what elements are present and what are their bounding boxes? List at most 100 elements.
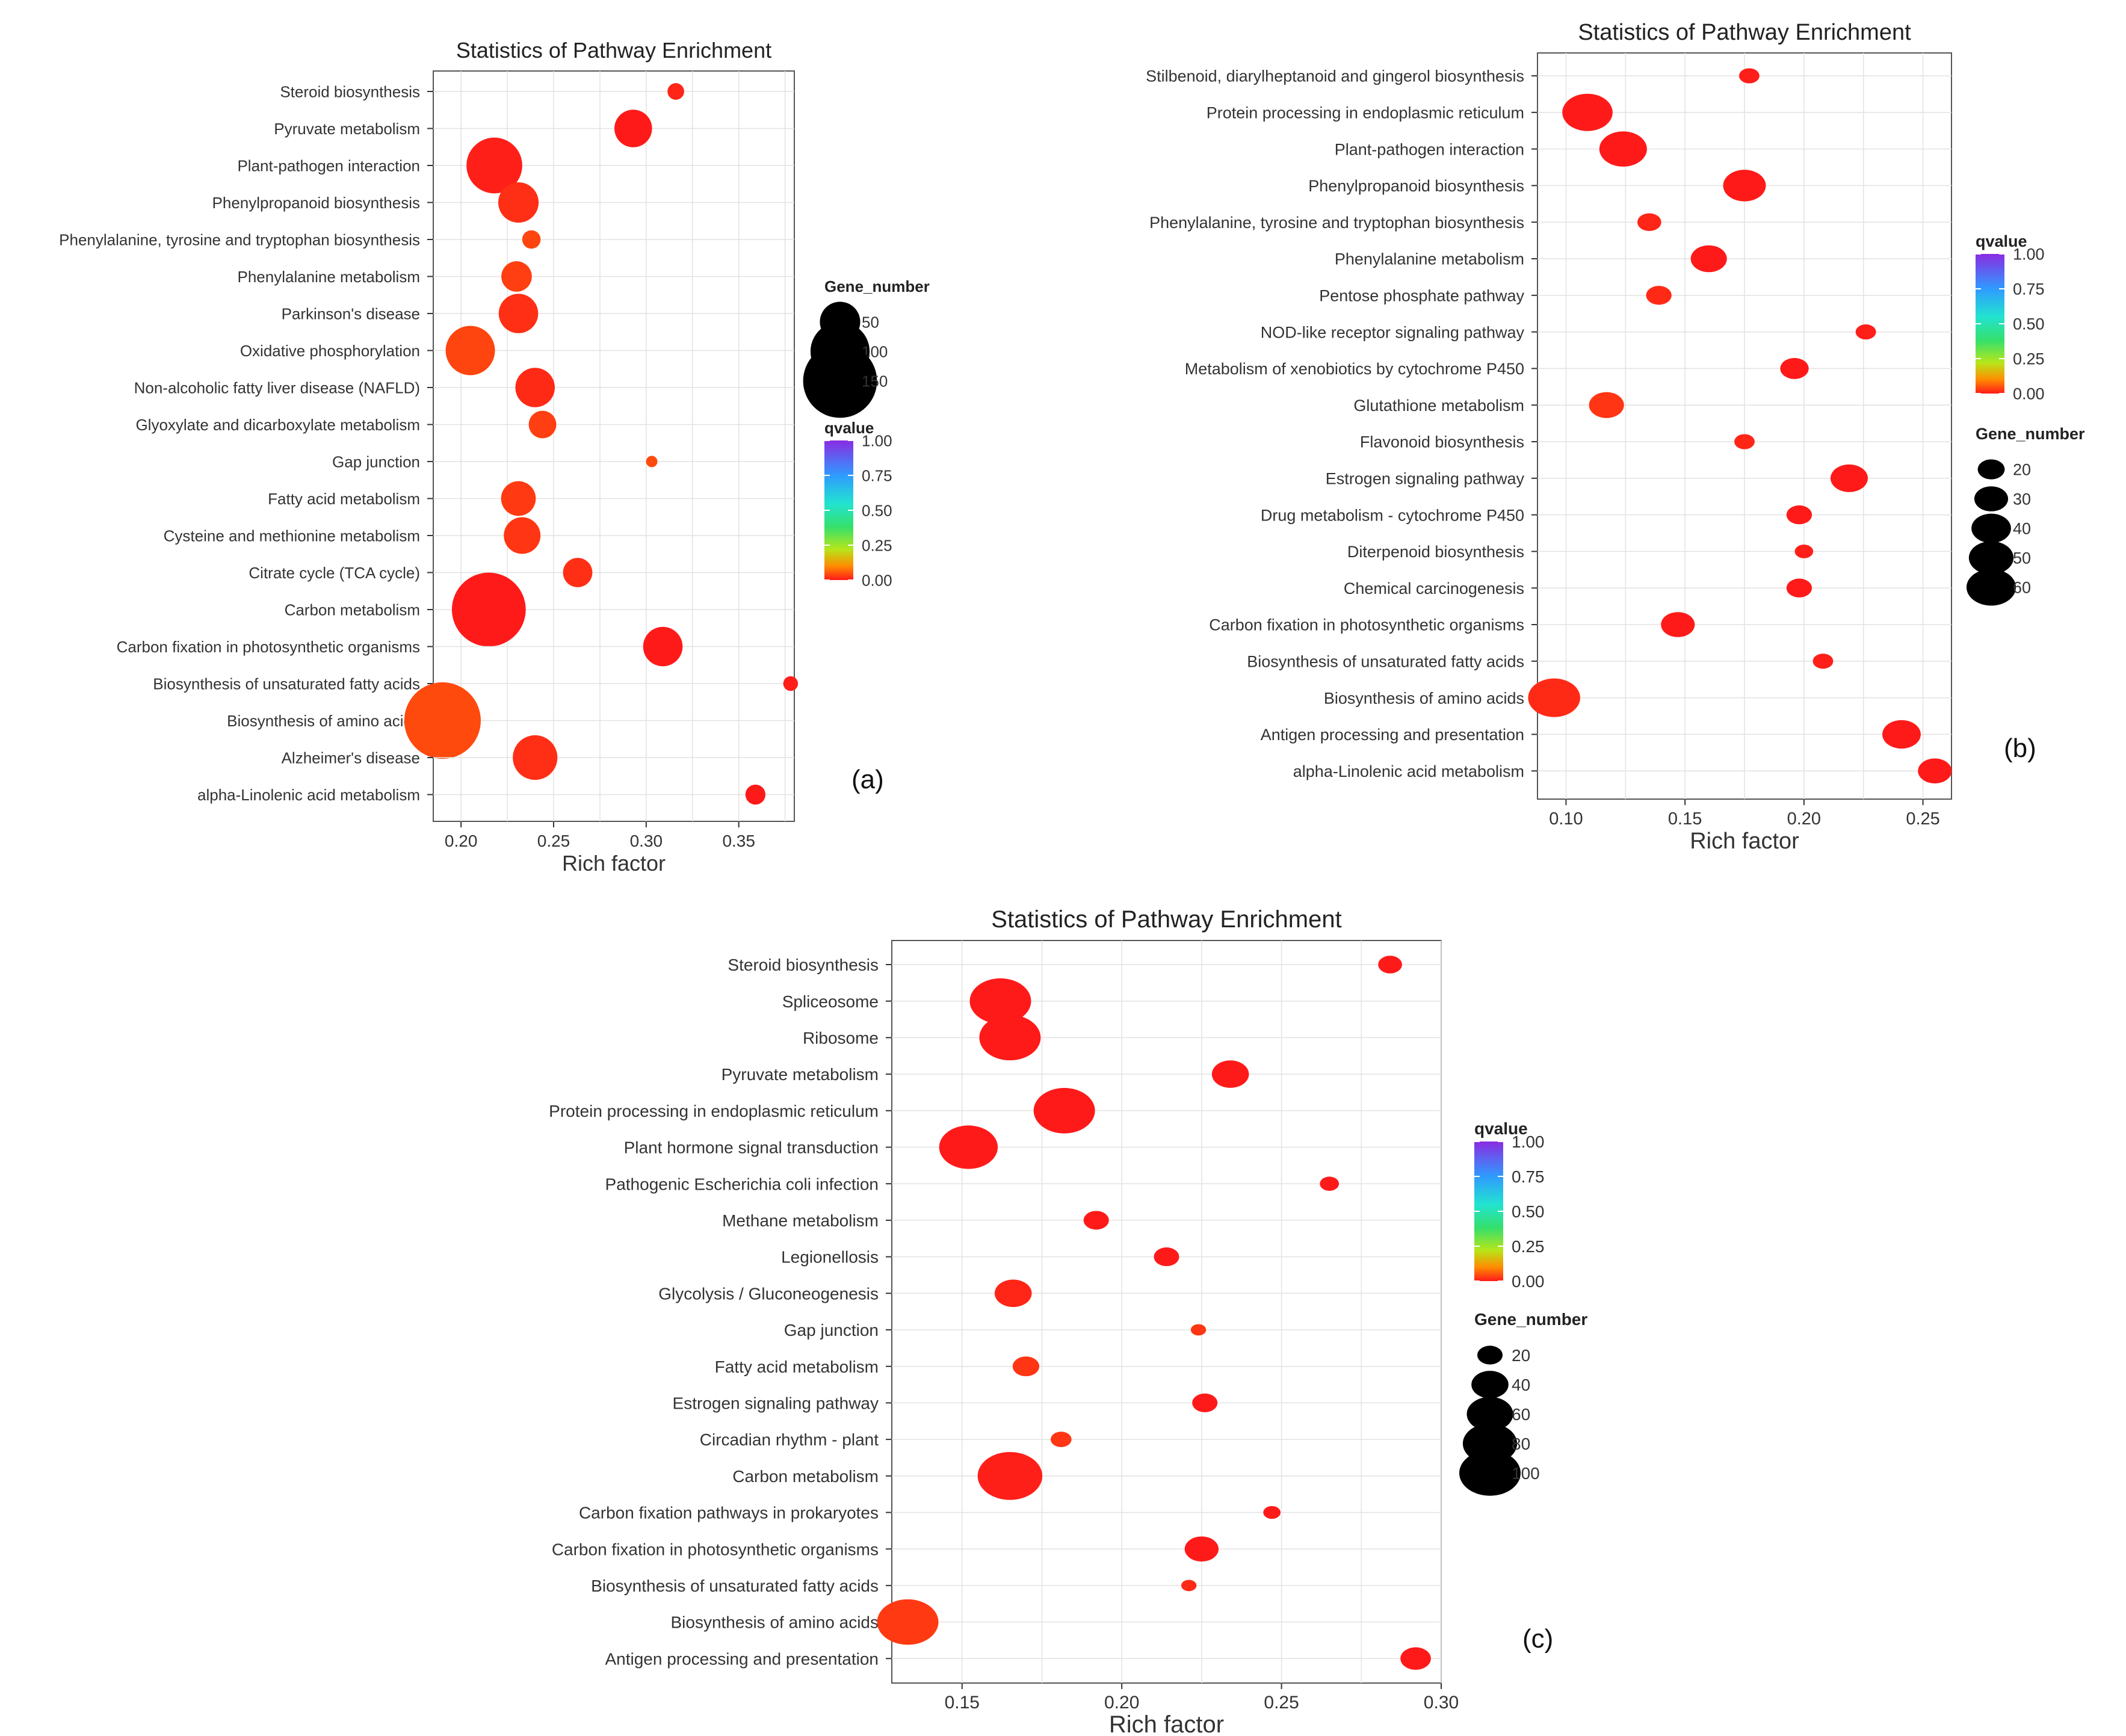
- gene-number-legend-key: [1968, 541, 2014, 575]
- data-point: [522, 230, 541, 249]
- gene-number-legend-key: [1477, 1345, 1503, 1365]
- qvalue-legend-label: 0.75: [1512, 1167, 1545, 1186]
- data-point: [1812, 653, 1834, 669]
- data-point: [614, 110, 652, 147]
- panel-a-chart: Statistics of Pathway Enrichment Steroid …: [59, 38, 930, 876]
- data-point: [994, 1279, 1032, 1308]
- gene-number-legend-label: 30: [2013, 490, 2031, 508]
- x-axis-label: Rich factor: [562, 851, 666, 876]
- data-point: [1882, 720, 1921, 749]
- data-point: [404, 682, 481, 759]
- pathway-label: Citrate cycle (TCA cycle): [249, 564, 420, 582]
- data-point: [498, 294, 539, 333]
- data-point: [977, 1451, 1043, 1500]
- data-point: [745, 784, 766, 805]
- gene-number-legend-label: 20: [1512, 1346, 1530, 1365]
- pathway-label: Flavonoid biosynthesis: [1360, 433, 1524, 451]
- data-point: [513, 735, 558, 780]
- gene-number-legend-label: 20: [2013, 461, 2031, 479]
- data-point: [515, 368, 555, 407]
- data-point: [1738, 68, 1760, 84]
- x-tick-label: 0.20: [445, 832, 478, 850]
- gene-number-legend-key: [1974, 486, 2009, 511]
- data-point: [1181, 1580, 1197, 1592]
- pathway-label: Estrogen signaling pathway: [1326, 470, 1525, 488]
- data-point: [1012, 1356, 1040, 1377]
- gene-number-legend-key: [1471, 1371, 1509, 1398]
- qvalue-legend-label: 0.50: [862, 501, 892, 519]
- x-tick-label: 0.20: [1787, 809, 1821, 829]
- data-point: [1830, 464, 1868, 492]
- pathway-label: Gap junction: [784, 1321, 879, 1339]
- pathway-label: Estrogen signaling pathway: [673, 1394, 879, 1412]
- pathway-label: Biosynthesis of unsaturated fatty acids: [153, 675, 420, 693]
- gene-number-legend-label: 60: [1512, 1405, 1530, 1424]
- data-point: [1528, 678, 1580, 717]
- chart-title: Statistics of Pathway Enrichment: [1578, 20, 1911, 45]
- pathway-label: Carbon fixation in photosynthetic organi…: [552, 1540, 879, 1558]
- data-point: [1794, 545, 1814, 558]
- pathway-label: Antigen processing and presentation: [605, 1649, 879, 1668]
- data-point: [877, 1599, 939, 1645]
- gene-number-legend-label: 40: [2013, 520, 2031, 538]
- pathway-label: Diterpenoid biosynthesis: [1347, 543, 1524, 561]
- data-point: [1637, 213, 1661, 231]
- pathway-label: Fatty acid metabolism: [715, 1358, 879, 1376]
- x-tick-label: 0.15: [1668, 809, 1702, 829]
- gene-number-legend-key: [1971, 513, 2011, 543]
- pathway-label: Parkinson's disease: [282, 304, 420, 323]
- pathway-label: Carbon fixation in photosynthetic organi…: [117, 638, 420, 656]
- pathway-label: Phenylpropanoid biosynthesis: [1308, 177, 1524, 195]
- chart-title: Statistics of Pathway Enrichment: [991, 906, 1341, 933]
- gene-number-legend-key: [1466, 1397, 1513, 1432]
- data-point: [1589, 392, 1624, 418]
- pathway-label: Biosynthesis of amino acids: [1324, 689, 1524, 707]
- data-point: [643, 626, 683, 667]
- qvalue-legend-label: 1.00: [862, 431, 892, 449]
- qvalue-legend-label: 1.00: [1512, 1132, 1545, 1151]
- data-point: [563, 558, 593, 587]
- panel-label: (c): [1522, 1624, 1553, 1654]
- pathway-label: Chemical carcinogenesis: [1344, 579, 1524, 598]
- pathway-label: alpha-Linolenic acid metabolism: [1293, 762, 1524, 780]
- data-point: [1661, 612, 1695, 637]
- pathway-label: Antigen processing and presentation: [1261, 726, 1524, 744]
- x-axis-label: Rich factor: [1109, 1711, 1224, 1736]
- gene-number-legend-label: 80: [1512, 1435, 1530, 1453]
- pathway-label: Alzheimer's disease: [282, 749, 420, 767]
- x-tick-label: 0.30: [1424, 1693, 1459, 1713]
- data-point: [1400, 1647, 1431, 1670]
- pathway-label: Circadian rhythm - plant: [700, 1430, 879, 1449]
- plot-area: [891, 940, 1442, 1684]
- pathway-label: Glycolysis / Gluconeogenesis: [658, 1284, 879, 1303]
- pathway-label: Pentose phosphate pathway: [1319, 287, 1524, 305]
- data-point: [1184, 1536, 1219, 1562]
- pathway-label: Protein processing in endoplasmic reticu…: [1207, 104, 1524, 122]
- pathway-label: Plant-pathogen interaction: [1335, 140, 1524, 158]
- pathway-label: Biosynthesis of amino acids: [227, 712, 420, 730]
- gene-number-legend-key: [1966, 569, 2016, 606]
- data-point: [1033, 1088, 1095, 1134]
- panel-label: (b): [2004, 734, 2036, 763]
- qvalue-legend-title: qvalue: [824, 419, 874, 437]
- panel-label: (a): [851, 765, 884, 794]
- pathway-label: Methane metabolism: [722, 1211, 879, 1230]
- pathway-label: NOD-like receptor signaling pathway: [1261, 323, 1525, 341]
- data-point: [1690, 245, 1727, 273]
- data-point: [1734, 434, 1755, 449]
- data-point: [1190, 1324, 1207, 1336]
- pathway-label: Oxidative phosphorylation: [240, 342, 420, 360]
- pathway-label: Protein processing in endoplasmic reticu…: [549, 1102, 879, 1120]
- qvalue-legend-label: 0.00: [862, 571, 892, 589]
- pathway-label: Phenylalanine metabolism: [237, 268, 420, 286]
- gene-number-legend-key: [1977, 459, 2005, 480]
- data-point: [1780, 357, 1809, 379]
- gene-number-legend-title: Gene_number: [1474, 1310, 1587, 1329]
- data-point: [1378, 956, 1402, 974]
- pathway-label: Steroid biosynthesis: [280, 82, 420, 100]
- qvalue-legend-title: qvalue: [1976, 232, 2027, 250]
- qvalue-legend-label: 0.75: [2013, 280, 2045, 298]
- qvalue-legend-title: qvalue: [1474, 1119, 1528, 1138]
- data-point: [1562, 93, 1613, 131]
